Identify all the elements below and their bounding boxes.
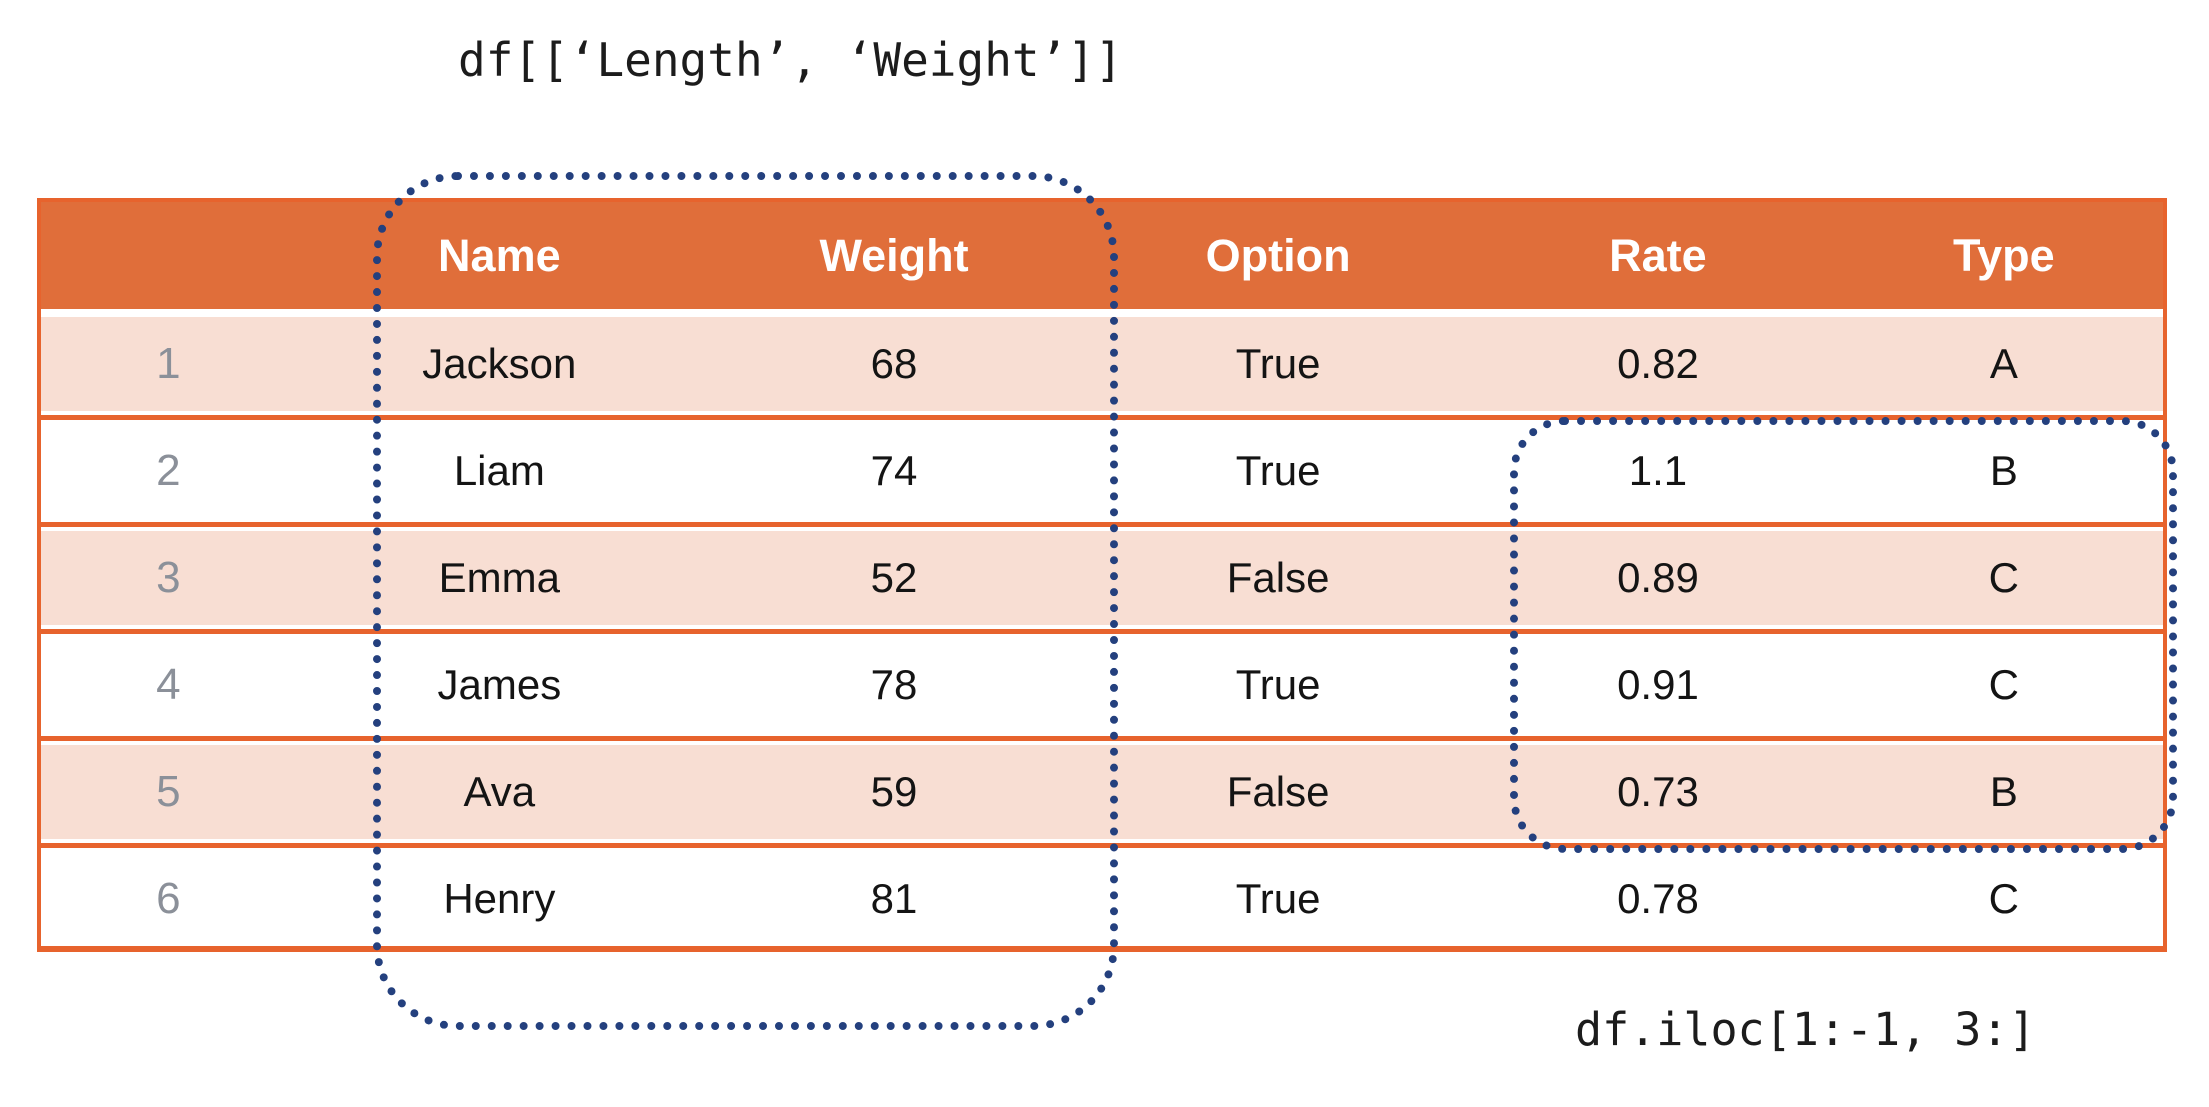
- table-cell: 0.91: [1617, 661, 1699, 708]
- table-cell: 52: [870, 554, 918, 601]
- table-cell: 0.78: [1617, 875, 1699, 922]
- column-header-rate: Rate: [1609, 230, 1707, 281]
- table-cell: C: [1988, 875, 2019, 922]
- row-index: 3: [156, 553, 181, 602]
- table-cell: 0.89: [1617, 554, 1699, 601]
- table-cell: C: [1988, 554, 2019, 601]
- table-row: 4 James 78 True 0.91 C: [41, 638, 2163, 732]
- table-cell: A: [1989, 340, 2018, 387]
- table-cell: True: [1235, 447, 1321, 494]
- table-cell: Ava: [463, 768, 536, 815]
- table-cell: False: [1226, 768, 1330, 815]
- table-cell: 1.1: [1628, 447, 1688, 494]
- table-row: 6 Henry 81 True 0.78 C: [41, 852, 2163, 946]
- code-label-iloc-selection: df.iloc[1:-1, 3:]: [1575, 1003, 2036, 1056]
- column-header-name: Name: [438, 230, 561, 281]
- dataframe-table: Name Weight Option Rate Type 1 Jackson 68 True 0…: [37, 198, 2167, 952]
- table-cell: 74: [870, 447, 918, 494]
- column-header-option: Option: [1205, 230, 1351, 281]
- table-header-row: Name Weight Option Rate Type: [41, 202, 2163, 309]
- table-cell: 0.73: [1617, 768, 1699, 815]
- column-header-weight: Weight: [819, 230, 969, 281]
- table-row: 2 Liam 74 True 1.1 B: [41, 424, 2163, 518]
- table-cell: True: [1235, 875, 1321, 922]
- row-divider: [41, 843, 2163, 848]
- row-divider: [41, 629, 2163, 634]
- table-cell: False: [1226, 554, 1330, 601]
- table-row: 3 Emma 52 False 0.89 C: [41, 531, 2163, 625]
- row-index: 6: [156, 874, 181, 923]
- code-label-column-selection: df[[‘Length’, ‘Weight’]]: [458, 33, 1123, 87]
- table-cell: C: [1988, 661, 2019, 708]
- table-cell: Emma: [438, 554, 561, 601]
- table-row: 5 Ava 59 False 0.73 B: [41, 745, 2163, 839]
- column-header-type: Type: [1952, 230, 2055, 281]
- table-body: 1 Jackson 68 True 0.82 A 2 Liam 74 True 1.1 B 3 Emma 5…: [41, 317, 2163, 946]
- row-index: 4: [156, 660, 181, 709]
- table-cell: 78: [870, 661, 918, 708]
- table-cell: True: [1235, 340, 1321, 387]
- row-index: 5: [156, 767, 181, 816]
- row-divider: [41, 415, 2163, 420]
- table-cell: B: [1989, 447, 2018, 494]
- row-divider: [41, 522, 2163, 527]
- table-cell: 81: [870, 875, 918, 922]
- table-cell: James: [437, 661, 562, 708]
- table-cell: B: [1989, 768, 2018, 815]
- table-cell: True: [1235, 661, 1321, 708]
- table-cell: 0.82: [1617, 340, 1699, 387]
- row-divider: [41, 736, 2163, 741]
- row-index: 1: [156, 339, 181, 388]
- table-cell: Jackson: [422, 340, 577, 387]
- table-cell: Liam: [453, 447, 545, 494]
- table-cell: 68: [870, 340, 918, 387]
- row-index: 2: [156, 446, 181, 495]
- table-cell: 59: [870, 768, 918, 815]
- table-cell: Henry: [443, 875, 556, 922]
- table-row: 1 Jackson 68 True 0.82 A: [41, 317, 2163, 411]
